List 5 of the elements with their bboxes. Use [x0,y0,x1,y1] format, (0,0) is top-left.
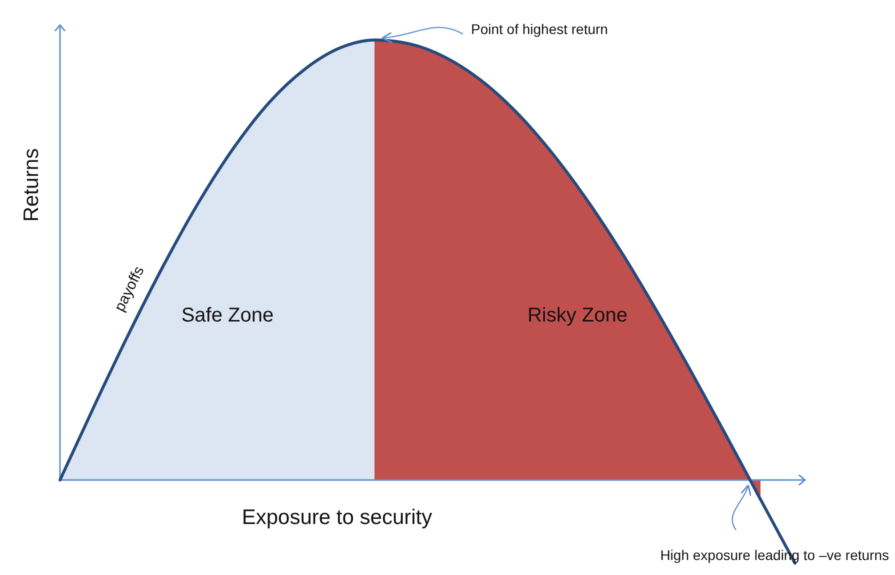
x-axis-title: Exposure to security [242,506,433,529]
text: Point of highest return [471,21,608,37]
y-axis-title: Returns [20,148,43,222]
series-label: Safe Zone [181,304,274,327]
series-label: Risky Zone [527,304,628,327]
